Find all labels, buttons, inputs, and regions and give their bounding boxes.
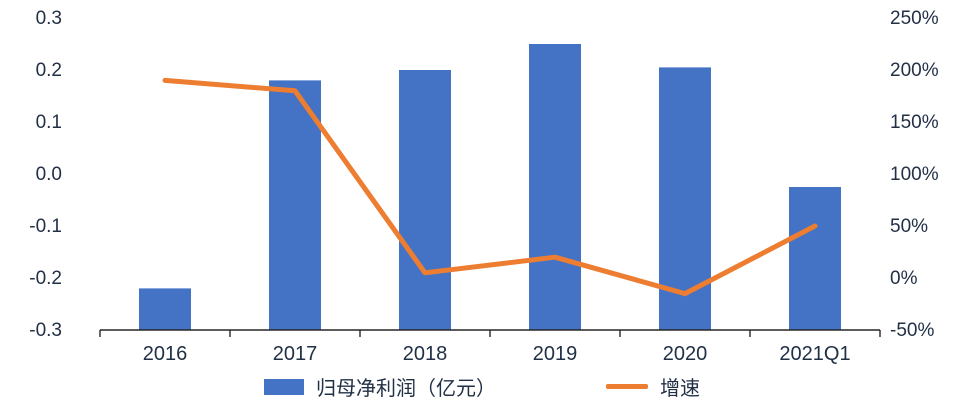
x-axis-category-label: 2021Q1: [779, 343, 850, 365]
y-axis-left-tick-label: -0.1: [29, 216, 62, 237]
legend-label-growth: 增速: [660, 378, 700, 400]
y-axis-left-tick-label: 0.2: [36, 60, 62, 81]
y-axis-left-tick-label: 0.3: [36, 8, 62, 29]
x-axis-category-label: 2017: [273, 343, 318, 365]
line-legend-swatch-icon: [606, 384, 648, 389]
y-axis-left-tick-label: 0.1: [36, 112, 62, 133]
x-axis-category-label: 2016: [143, 343, 188, 365]
growth-line: [162, 77, 818, 297]
y-axis-right-tick-label: 200%: [890, 60, 939, 81]
legend: 归母净利润（亿元） 增速: [0, 372, 964, 401]
legend-item-growth: 增速: [606, 372, 700, 401]
y-axis-left-tick-label: -0.3: [29, 320, 62, 341]
plot-area: 0.3 0.2 0.1 0.0 -0.1 -0.2 -0.3 250% 200% 150% 100%…: [29, 8, 939, 365]
y-axis-right-tick-label: 100%: [890, 164, 939, 185]
y-axis-left-tick-label: 0.0: [36, 164, 62, 185]
x-axis-category-label: 2020: [663, 343, 708, 365]
bar-2016: [139, 288, 191, 330]
x-axis-category-label: 2018: [403, 343, 448, 365]
y-axis-left-tick-label: -0.2: [29, 268, 62, 289]
x-axis-category-label: 2019: [533, 343, 578, 365]
bar-2021Q1: [789, 187, 841, 330]
legend-item-net-profit: 归母净利润（亿元）: [264, 372, 496, 401]
y-axis-right-tick-label: 50%: [890, 216, 928, 237]
legend-label-net-profit: 归母净利润（亿元）: [316, 378, 496, 400]
bar-2018: [399, 70, 451, 330]
bar-2017: [269, 80, 321, 331]
y-axis-right-tick-label: 250%: [890, 8, 939, 29]
bar-2019: [529, 44, 581, 330]
y-axis-right-tick-label: 0%: [890, 268, 918, 289]
bar-legend-swatch-icon: [264, 378, 304, 395]
y-axis-right-tick-label: -50%: [890, 320, 934, 341]
y-axis-right-tick-label: 150%: [890, 112, 939, 133]
